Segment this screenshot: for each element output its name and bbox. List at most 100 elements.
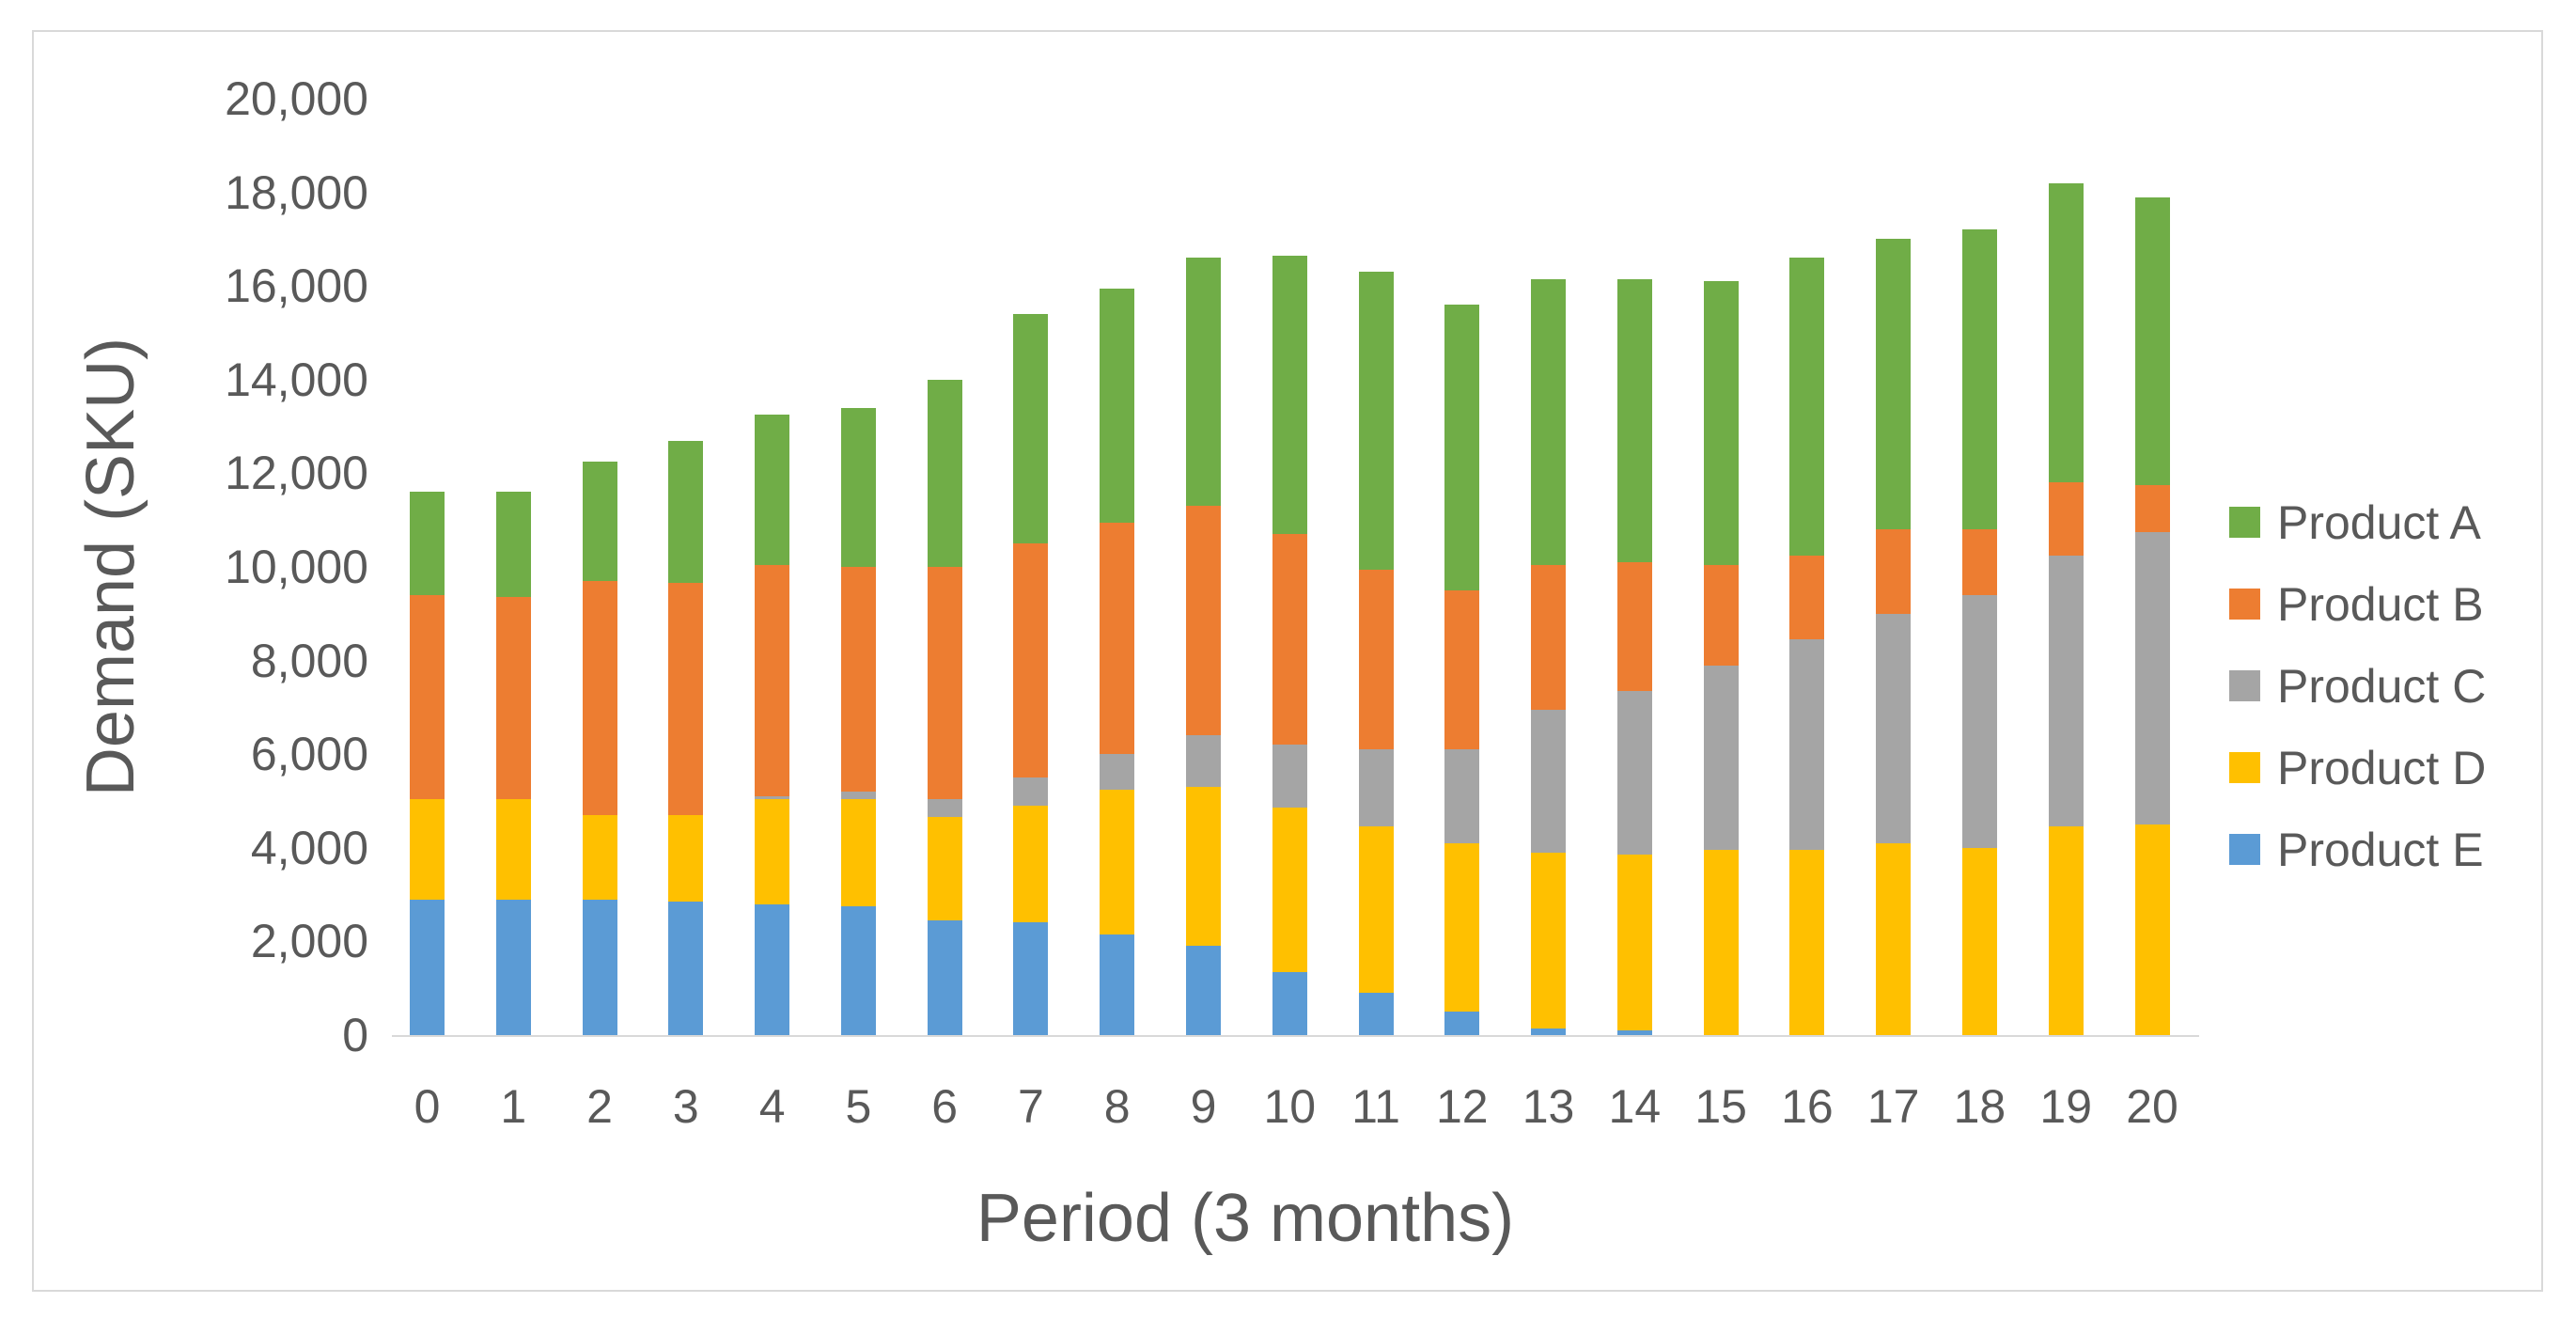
x-tick-label: 13	[1522, 1080, 1575, 1133]
bar-segment-product-c	[1444, 749, 1480, 843]
bar-period-14	[1616, 99, 1652, 1035]
bar-segment-product-b	[1789, 555, 1825, 640]
y-tick-label: 10,000	[225, 541, 368, 593]
bar-segment-product-c	[927, 798, 962, 818]
bar-period-6	[927, 99, 962, 1035]
bar-segment-product-b	[1444, 589, 1480, 750]
bar-segment-product-c	[2048, 555, 2084, 827]
legend-item-product-c: Product C	[2229, 645, 2486, 727]
y-tick-label: 20,000	[225, 72, 368, 125]
bar-period-12	[1444, 99, 1480, 1035]
bar-segment-product-c	[1100, 754, 1135, 790]
x-tick-label: 10	[1263, 1080, 1317, 1133]
bar-segment-product-b	[1961, 529, 1997, 595]
bar-segment-product-d	[2134, 824, 2170, 1035]
bar-segment-product-a	[927, 379, 962, 567]
x-tick-label: 20	[2126, 1080, 2178, 1133]
bar-segment-product-b	[1272, 534, 1307, 746]
bar-segment-product-d	[1358, 826, 1394, 994]
y-tick-label: 12,000	[225, 447, 368, 500]
x-tick-label: 16	[1781, 1080, 1834, 1133]
bar-segment-product-e	[1185, 946, 1221, 1035]
x-tick-label: 9	[1190, 1080, 1217, 1133]
bar-period-1	[495, 99, 531, 1035]
bar-segment-product-a	[1013, 314, 1049, 544]
bar-segment-product-e	[410, 899, 445, 1035]
bar-segment-product-b	[1616, 562, 1652, 691]
legend-item-product-a: Product A	[2229, 481, 2486, 563]
legend-label: Product E	[2277, 823, 2484, 876]
bar-segment-product-d	[1531, 852, 1567, 1029]
bar-segment-product-a	[2048, 182, 2084, 483]
legend-item-product-d: Product D	[2229, 727, 2486, 809]
x-tick-label: 19	[2039, 1080, 2093, 1133]
bar-segment-product-e	[1444, 1012, 1480, 1035]
legend-swatch-icon	[2229, 752, 2260, 783]
bar-segment-product-d	[1444, 842, 1480, 1013]
bar-segment-product-a	[1961, 229, 1997, 530]
bar-segment-product-b	[1531, 564, 1567, 710]
bar-segment-product-c	[1616, 690, 1652, 856]
bar-segment-product-d	[927, 817, 962, 920]
x-tick-label: 3	[672, 1080, 699, 1133]
bar-period-15	[1703, 99, 1739, 1035]
bar-segment-product-b	[2134, 484, 2170, 532]
legend-item-product-e: Product E	[2229, 809, 2486, 890]
bar-segment-product-a	[755, 415, 790, 565]
bar-segment-product-b	[1100, 522, 1135, 755]
bar-segment-product-c	[1185, 735, 1221, 788]
bar-segment-product-d	[1013, 805, 1049, 923]
bar-segment-product-a	[668, 440, 704, 584]
bar-segment-product-e	[1358, 993, 1394, 1035]
bar-segment-product-d	[1272, 808, 1307, 972]
bar-segment-product-d	[1616, 855, 1652, 1031]
bar-segment-product-e	[668, 902, 704, 1035]
x-tick-label: 11	[1351, 1080, 1400, 1133]
plot-area	[392, 99, 2199, 1035]
bar-segment-product-a	[1703, 281, 1739, 565]
bar-period-20	[2134, 99, 2170, 1035]
bar-segment-product-c	[840, 792, 876, 799]
bar-segment-product-b	[1703, 564, 1739, 666]
bar-segment-product-b	[840, 567, 876, 793]
bar-segment-product-d	[755, 798, 790, 904]
bar-segment-product-e	[1013, 922, 1049, 1035]
x-tick-label: 2	[586, 1080, 613, 1133]
bar-segment-product-b	[755, 564, 790, 797]
y-tick-label: 0	[342, 1009, 368, 1061]
bar-period-9	[1185, 99, 1221, 1035]
bar-segment-product-c	[1531, 709, 1567, 853]
legend-swatch-icon	[2229, 589, 2260, 620]
bar-segment-product-b	[1185, 506, 1221, 736]
bar-period-16	[1789, 99, 1825, 1035]
bar-period-0	[410, 99, 445, 1035]
bar-segment-product-a	[1616, 278, 1652, 563]
bar-segment-product-a	[410, 492, 445, 595]
y-tick-label: 16,000	[225, 259, 368, 313]
bar-segment-product-a	[2134, 196, 2170, 485]
x-axis-line	[392, 1035, 2199, 1037]
bar-period-8	[1100, 99, 1135, 1035]
y-tick-label: 8,000	[250, 634, 368, 687]
y-tick-label: 4,000	[250, 821, 368, 874]
x-tick-label: 14	[1608, 1080, 1662, 1133]
bar-segment-product-b	[668, 583, 704, 815]
legend-label: Product D	[2277, 741, 2487, 794]
bar-segment-product-d	[1185, 787, 1221, 947]
bar-segment-product-a	[1789, 258, 1825, 556]
bar-segment-product-c	[1961, 594, 1997, 848]
bar-period-13	[1531, 99, 1567, 1035]
legend-swatch-icon	[2229, 507, 2260, 538]
bar-segment-product-e	[1272, 971, 1307, 1035]
x-tick-label: 0	[414, 1080, 441, 1133]
bar-segment-product-b	[927, 567, 962, 799]
legend: Product A Product B Product C Product D Prod…	[2229, 481, 2486, 890]
bar-period-4	[755, 99, 790, 1035]
bar-segment-product-a	[1185, 258, 1221, 507]
bar-segment-product-b	[410, 594, 445, 799]
bar-segment-product-d	[1961, 847, 1997, 1035]
bar-period-11	[1358, 99, 1394, 1035]
x-tick-label: 18	[1953, 1080, 2006, 1133]
bar-segment-product-a	[1100, 288, 1135, 523]
y-tick-label: 2,000	[250, 915, 368, 968]
